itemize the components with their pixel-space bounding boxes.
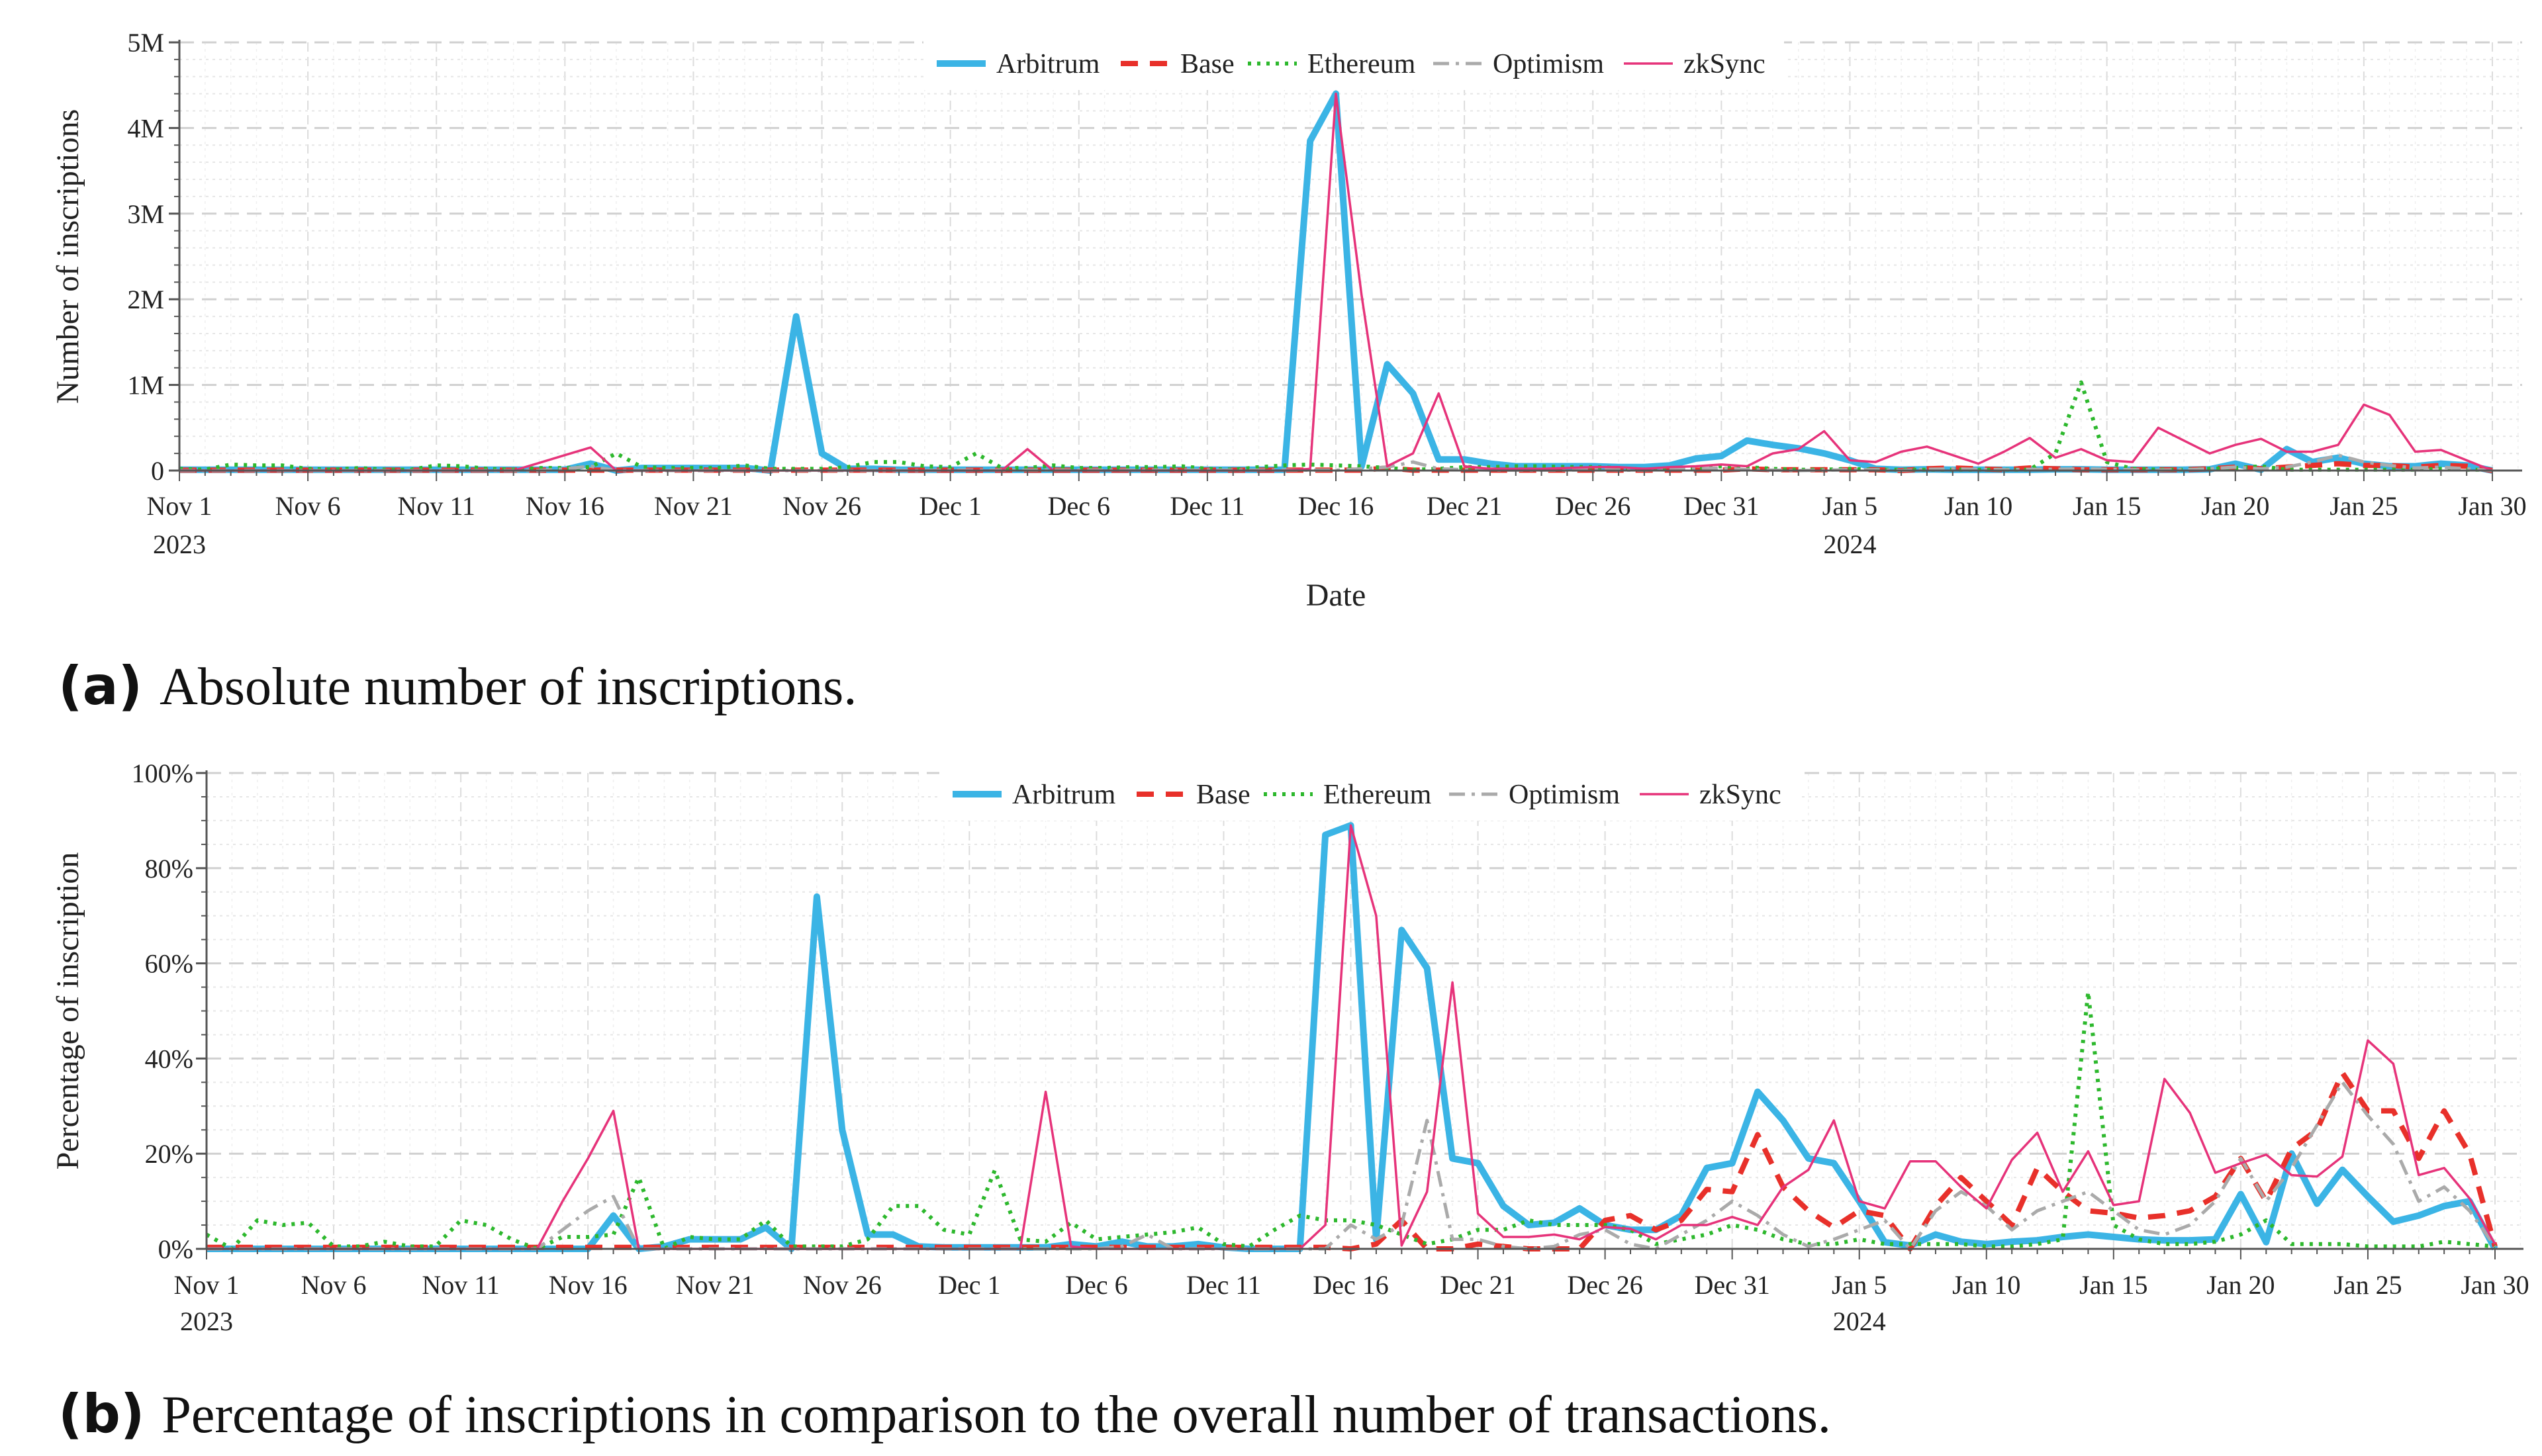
x-tick-label: Jan 30	[2461, 1270, 2529, 1300]
x-tick-label: Dec 11	[1170, 491, 1245, 521]
legend-item-ethereum: Ethereum	[1248, 49, 1416, 79]
x-tick-label: Nov 1	[147, 491, 212, 521]
chart-percentage-inscriptions: 0% 20% 40% 60% 80% 100% Nov 1 2023 Nov 6 Nov 11 No…	[50, 758, 2529, 1336]
legend: Arbitrum Base Ethereum Optimism zkSync	[939, 768, 1800, 821]
x-tick-label: Jan 5	[1832, 1270, 1887, 1300]
caption-b-label: (b)	[58, 1383, 145, 1445]
legend-label: Optimism	[1493, 49, 1604, 79]
legend-item-base: Base	[1121, 49, 1235, 79]
x-tick-label: Jan 15	[2073, 491, 2141, 521]
x-tick-label: Dec 26	[1567, 1270, 1642, 1300]
legend-label: Arbitrum	[1012, 780, 1116, 810]
x-tick-label: Nov 16	[549, 1270, 628, 1300]
x-tick-label: Jan 25	[2333, 1270, 2402, 1300]
x-tick-label: Dec 26	[1555, 491, 1630, 521]
x-tick-label: Jan 10	[1944, 491, 2012, 521]
legend-item-arbitrum: Arbitrum	[937, 49, 1100, 79]
grid	[179, 41, 2522, 472]
y-tick-label: 3M	[127, 199, 164, 229]
legend-label: Ethereum	[1307, 49, 1416, 79]
x-tick-label: Dec 21	[1440, 1270, 1515, 1300]
legend-label: Base	[1180, 49, 1235, 79]
x-tick-year-label: 2023	[180, 1306, 233, 1336]
y-tick-label: 0	[151, 456, 164, 486]
axes: 0% 20% 40% 60% 80% 100% Nov 1 2023 Nov 6 Nov 11 No…	[132, 758, 2529, 1336]
x-tick-label: Dec 6	[1065, 1270, 1127, 1300]
axes: 0 1M 2M 3M 4M 5M Nov 1 2023 Nov 6 Nov 11 Nov 16 Nov…	[127, 28, 2526, 559]
caption-a-text: Absolute number of inscriptions.	[160, 658, 857, 716]
x-tick-label: Jan 10	[1952, 1270, 2020, 1300]
legend-label: Optimism	[1509, 780, 1620, 810]
x-tick-label: Jan 30	[2458, 491, 2526, 521]
legend-label: Base	[1196, 780, 1250, 810]
chart-absolute-inscriptions: 0 1M 2M 3M 4M 5M Nov 1 2023 Nov 6 Nov 11 Nov 16 Nov…	[50, 28, 2527, 613]
x-tick-label: Dec 1	[919, 491, 981, 521]
x-tick-label: Dec 21	[1427, 491, 1502, 521]
x-tick-label: Jan 5	[1822, 491, 1877, 521]
x-tick-label: Nov 11	[422, 1270, 499, 1300]
x-tick-label: Nov 6	[301, 1270, 367, 1300]
y-tick-label: 2M	[127, 285, 164, 314]
legend-label: zkSync	[1699, 780, 1781, 810]
y-tick-label: 0%	[158, 1234, 193, 1264]
x-tick-label: Nov 26	[782, 491, 861, 521]
legend-item-zksync: zkSync	[1624, 49, 1765, 79]
caption-b: (b) Percentage of inscriptions in compari…	[58, 1383, 1831, 1445]
x-tick-label: Nov 16	[526, 491, 604, 521]
series-line-ethereum	[179, 380, 2492, 472]
y-tick-label: 4M	[127, 113, 164, 143]
caption-a: (a) Absolute number of inscriptions.	[58, 655, 857, 717]
y-axis-label: Percentage of inscription	[50, 852, 85, 1170]
y-tick-label: 5M	[127, 28, 164, 58]
legend-item-arbitrum: Arbitrum	[953, 780, 1116, 810]
x-tick-label: Nov 21	[654, 491, 733, 521]
legend-item-optimism: Optimism	[1433, 49, 1604, 79]
y-axis-label: Number of inscriptions	[50, 109, 85, 404]
x-tick-label: Nov 6	[275, 491, 341, 521]
x-tick-label: Jan 20	[2206, 1270, 2275, 1300]
x-tick-year-label: 2024	[1833, 1306, 1886, 1336]
y-tick-label: 60%	[145, 949, 193, 979]
x-tick-label: Dec 31	[1694, 1270, 1769, 1300]
x-axis-label: Date	[1306, 578, 1366, 613]
y-tick-label: 80%	[145, 854, 193, 884]
legend-item-base: Base	[1137, 780, 1250, 810]
x-tick-year-label: 2023	[153, 529, 206, 559]
x-tick-label: Nov 21	[676, 1270, 755, 1300]
x-tick-year-label: 2024	[1823, 529, 1876, 559]
x-tick-label: Nov 26	[803, 1270, 882, 1300]
series-line-ethereum	[207, 989, 2496, 1251]
legend-label: Arbitrum	[996, 49, 1100, 79]
x-tick-label: Dec 11	[1186, 1270, 1261, 1300]
y-tick-label: 40%	[145, 1044, 193, 1073]
caption-b-text: Percentage of inscriptions in comparison…	[162, 1386, 1831, 1444]
x-tick-label: Jan 15	[2079, 1270, 2147, 1300]
y-tick-label: 20%	[145, 1139, 193, 1169]
legend-item-ethereum: Ethereum	[1264, 780, 1432, 810]
legend-label: zkSync	[1683, 49, 1765, 79]
x-tick-label: Nov 1	[174, 1270, 240, 1300]
legend-label: Ethereum	[1323, 780, 1432, 810]
series-line-zksync	[207, 824, 2496, 1250]
x-tick-label: Jan 25	[2330, 491, 2398, 521]
x-tick-label: Jan 20	[2201, 491, 2269, 521]
y-tick-label: 100%	[132, 758, 193, 788]
y-tick-label: 1M	[127, 371, 164, 400]
legend-item-zksync: zkSync	[1640, 780, 1781, 810]
x-tick-label: Dec 1	[938, 1270, 1000, 1300]
x-tick-label: Dec 16	[1298, 491, 1374, 521]
caption-a-label: (a)	[58, 655, 143, 717]
series-line-optimism	[207, 1080, 2497, 1251]
x-tick-label: Nov 11	[398, 491, 475, 521]
x-tick-label: Dec 16	[1313, 1270, 1388, 1300]
x-tick-label: Dec 6	[1048, 491, 1110, 521]
x-tick-label: Dec 31	[1683, 491, 1759, 521]
legend: Arbitrum Base Ethereum Optimism zkSync	[923, 37, 1784, 90]
series-line-zksync	[179, 92, 2493, 472]
legend-item-optimism: Optimism	[1449, 780, 1620, 810]
